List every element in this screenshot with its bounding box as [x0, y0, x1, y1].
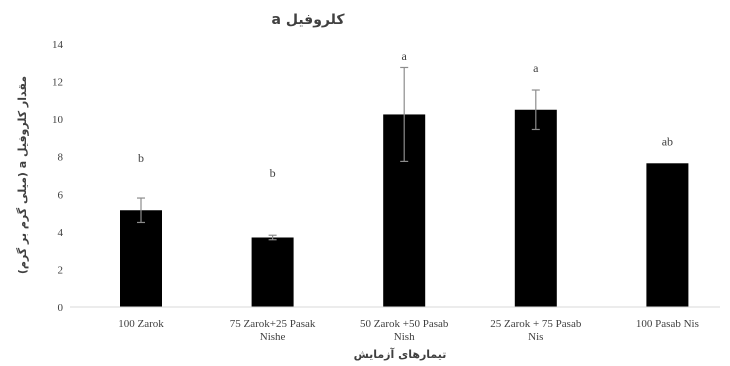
bar [251, 237, 294, 307]
y-tick-label: 0 [58, 302, 64, 314]
category-label: Nishe [260, 331, 286, 343]
y-tick-label: 8 [58, 152, 64, 164]
significance-label: b [270, 166, 276, 180]
significance-label: a [533, 61, 539, 75]
significance-label: b [138, 151, 144, 165]
significance-labels: b b a a ab [138, 49, 673, 180]
category-label: Nis [528, 331, 543, 343]
error-bars [137, 66, 540, 241]
category-label: Nish [394, 331, 415, 343]
category-label: 50 Zarok +50 Pasab [360, 318, 449, 330]
chart-title: کلروفیل a [272, 12, 346, 28]
significance-label: a [402, 49, 408, 63]
category-label: 25 Zarok + 75 Pasab [490, 318, 582, 330]
category-label: 75 Zarok+25 Pasak [230, 318, 316, 330]
y-tick-label: 2 [58, 264, 64, 276]
bar [120, 210, 162, 307]
y-tick-label: 14 [52, 39, 64, 51]
category-label: 100 Pasab Nis [636, 318, 699, 330]
y-axis: 0 2 4 6 8 10 12 14 [52, 39, 64, 314]
x-axis-label: تیمارهای آزمایش [354, 347, 447, 361]
y-tick-label: 4 [58, 227, 64, 239]
y-tick-label: 12 [52, 77, 63, 89]
y-tick-label: 10 [52, 114, 64, 126]
bar [514, 109, 557, 307]
bar [646, 163, 689, 307]
y-tick-label: 6 [58, 189, 64, 201]
y-axis-label: مقدار کلروفیل a (میلی گرم بر گرم) [16, 76, 29, 274]
bars [120, 109, 689, 307]
significance-label: ab [662, 134, 673, 148]
category-label: 100 Zarok [118, 318, 164, 330]
